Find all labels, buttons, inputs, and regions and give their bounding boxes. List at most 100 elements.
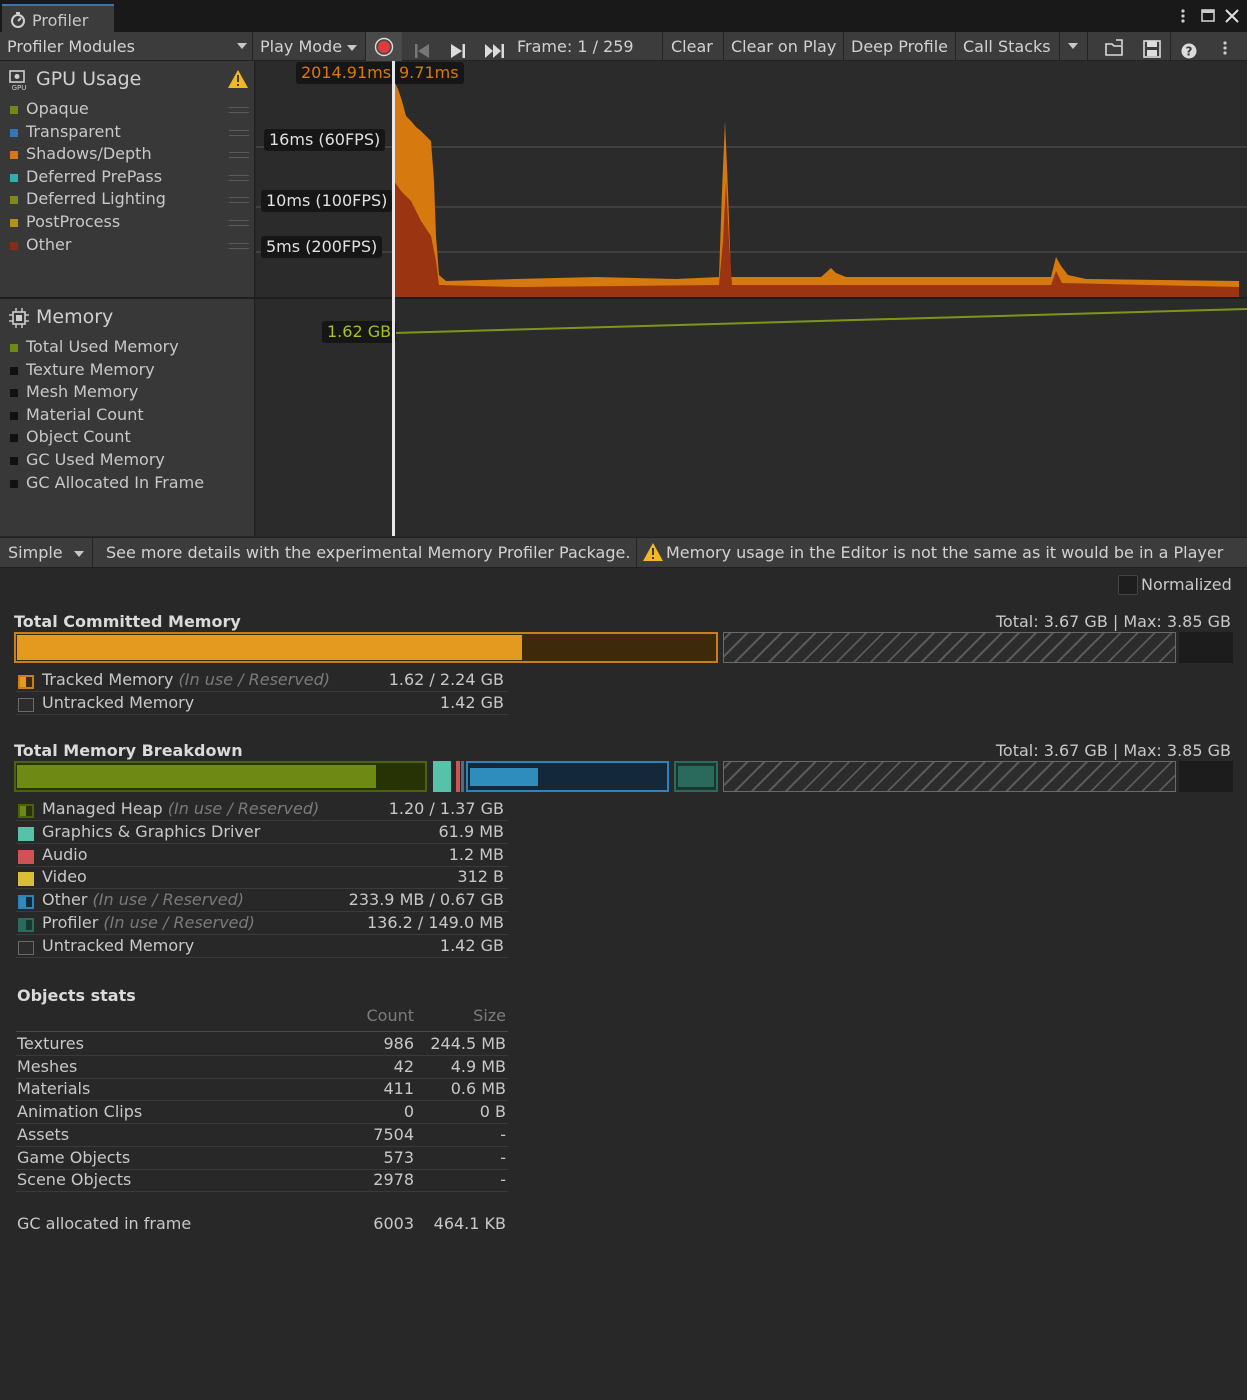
legend-row-managed-heap[interactable]: Managed Heap (In use / Reserved) 1.20 / 1… (16, 799, 508, 821)
normalized-checkbox[interactable] (1118, 575, 1138, 595)
gpu-module-title[interactable]: GPU Usage (36, 68, 142, 90)
untracked-memory-bar[interactable] (723, 632, 1176, 663)
clear-button[interactable]: Clear (671, 37, 713, 56)
legend-label: Mesh Memory (26, 382, 139, 402)
object-row-name: Assets (17, 1124, 70, 1144)
help-button[interactable]: ? (1176, 32, 1202, 61)
call-stacks-button[interactable]: Call Stacks (963, 37, 1051, 56)
managed-heap-bar[interactable] (14, 761, 427, 792)
legend-row-untracked-memory[interactable]: Untracked Memory 1.42 GB (16, 693, 508, 715)
count-column-header: Count (366, 1006, 414, 1025)
legend-row-value: 1.20 / 1.37 GB (388, 799, 504, 818)
previous-frame-icon (414, 39, 430, 58)
profiler-modules-dropdown[interactable]: Profiler Modules (0, 32, 252, 61)
more-options-icon[interactable] (1177, 7, 1189, 25)
legend-label: Total Used Memory (26, 337, 179, 356)
current-frame-button[interactable] (476, 32, 512, 61)
view-mode-dropdown[interactable]: Simple (0, 538, 90, 567)
object-row-count: 2978 (373, 1170, 414, 1190)
object-row-count: 42 (393, 1056, 414, 1076)
svg-text:?: ? (1186, 45, 1193, 59)
legend-row-name: Graphics & Graphics Driver (42, 821, 261, 841)
object-row-name: Textures (17, 1034, 84, 1053)
legend-row-graphics-graphics-driver[interactable]: Graphics & Graphics Driver 61.9 MB (16, 822, 508, 844)
drag-handle-icon[interactable] (229, 197, 249, 204)
object-row-count: 7504 (373, 1124, 414, 1144)
normalized-label: Normalized (1141, 575, 1232, 594)
gpu-usage-area (394, 81, 1239, 297)
chevron-down-icon (1068, 43, 1078, 49)
record-icon (374, 37, 394, 57)
object-row-meshes: Meshes 42 4.9 MB (16, 1056, 508, 1079)
drag-handle-icon[interactable] (229, 107, 249, 113)
object-row-size: - (500, 1124, 506, 1144)
object-row-game-objects: Game Objects 573 - (16, 1147, 508, 1170)
play-mode-dropdown[interactable]: Play Mode (253, 32, 365, 61)
memory-value-label: 1.62 GB (322, 321, 397, 343)
other-memory-bar[interactable] (466, 761, 669, 792)
tab-profiler[interactable]: Profiler (2, 4, 114, 34)
legend-row-hint: (In use / Reserved) (167, 799, 320, 818)
legend-row-untracked-memory[interactable]: Untracked Memory 1.42 GB (16, 936, 508, 958)
video-bar[interactable] (461, 761, 464, 792)
frame-cursor[interactable] (392, 61, 395, 536)
call-stacks-dropdown[interactable] (1060, 32, 1086, 61)
save-button[interactable] (1138, 32, 1166, 61)
legend-label: Material Count (26, 404, 144, 424)
chevron-down-icon (237, 43, 247, 49)
memory-module-title[interactable]: Memory (36, 306, 114, 328)
legend-swatch (10, 173, 18, 182)
load-button[interactable] (1100, 32, 1130, 61)
committed-memory-totals: Total: 3.67 GB | Max: 3.85 GB (995, 612, 1231, 631)
audio-bar[interactable] (456, 761, 460, 792)
legend-row-name: Untracked Memory (42, 693, 195, 712)
memory-chart[interactable]: 1.62 GB (256, 299, 1247, 536)
legend-row-other[interactable]: Other (In use / Reserved) 233.9 MB / 0.67… (16, 890, 508, 913)
legend-row-profiler[interactable]: Profiler (In use / Reserved) 136.2 / 149.… (16, 913, 508, 935)
record-button[interactable] (366, 32, 402, 61)
legend-row-video[interactable]: Video 312 B (16, 867, 508, 890)
clear-on-play-button[interactable]: Clear on Play (731, 37, 837, 56)
legend-row-value: 1.42 GB (439, 935, 504, 955)
committed-memory-title: Total Committed Memory (14, 612, 241, 631)
untracked-memory-breakdown-bar[interactable] (723, 761, 1176, 792)
profiler-memory-bar[interactable] (674, 761, 718, 792)
drag-handle-icon[interactable] (229, 174, 249, 181)
legend-color-box (18, 698, 34, 712)
legend-row-tracked-memory[interactable]: Tracked Memory (In use / Reserved) 1.62 /… (16, 670, 508, 692)
memory-profiler-package-link[interactable]: See more details with the experimental M… (106, 543, 631, 562)
warning-icon[interactable] (227, 69, 249, 89)
toolbar-menu-button[interactable] (1214, 32, 1236, 61)
gpu-usage-chart[interactable]: 16ms (60FPS) 10ms (100FPS) 5ms (200FPS) … (256, 61, 1247, 297)
tracked-memory-bar[interactable] (14, 632, 718, 663)
legend-row-label: Untracked Memory (42, 693, 194, 712)
drag-handle-icon[interactable] (229, 220, 249, 226)
legend-row-label: Graphics & Graphics Driver (42, 822, 260, 841)
legend-row-label: Video (42, 867, 87, 886)
deep-profile-button[interactable]: Deep Profile (851, 37, 948, 56)
legend-row-audio[interactable]: Audio 1.2 MB (16, 845, 508, 867)
legend-color-box (18, 895, 34, 910)
legend-row-value: 233.9 MB / 0.67 GB (348, 890, 504, 910)
profiler-toolbar: Profiler Modules Play Mode (0, 32, 1247, 61)
legend-row-value: 1.62 / 2.24 GB (388, 670, 504, 689)
legend-row-name: Audio (42, 844, 88, 864)
legend-swatch (10, 479, 18, 488)
details-toolbar: Simple See more details with the experim… (0, 537, 1247, 568)
window-titlebar: Profiler (0, 0, 1247, 34)
drag-handle-icon[interactable] (229, 242, 249, 249)
legend-row-hint: (In use / Reserved) (92, 890, 245, 910)
drag-handle-icon[interactable] (229, 129, 249, 136)
legend-color-box (18, 849, 34, 864)
help-icon: ? (1181, 39, 1197, 59)
maximize-icon[interactable] (1200, 8, 1216, 24)
previous-frame-button[interactable] (404, 32, 438, 61)
drag-handle-icon[interactable] (229, 152, 249, 159)
object-row-size: - (500, 1170, 506, 1190)
size-column-header: Size (473, 1006, 506, 1025)
next-frame-icon (450, 39, 466, 58)
graphics-driver-bar[interactable] (433, 761, 451, 792)
next-frame-button[interactable] (440, 32, 474, 61)
close-icon[interactable] (1224, 8, 1240, 24)
